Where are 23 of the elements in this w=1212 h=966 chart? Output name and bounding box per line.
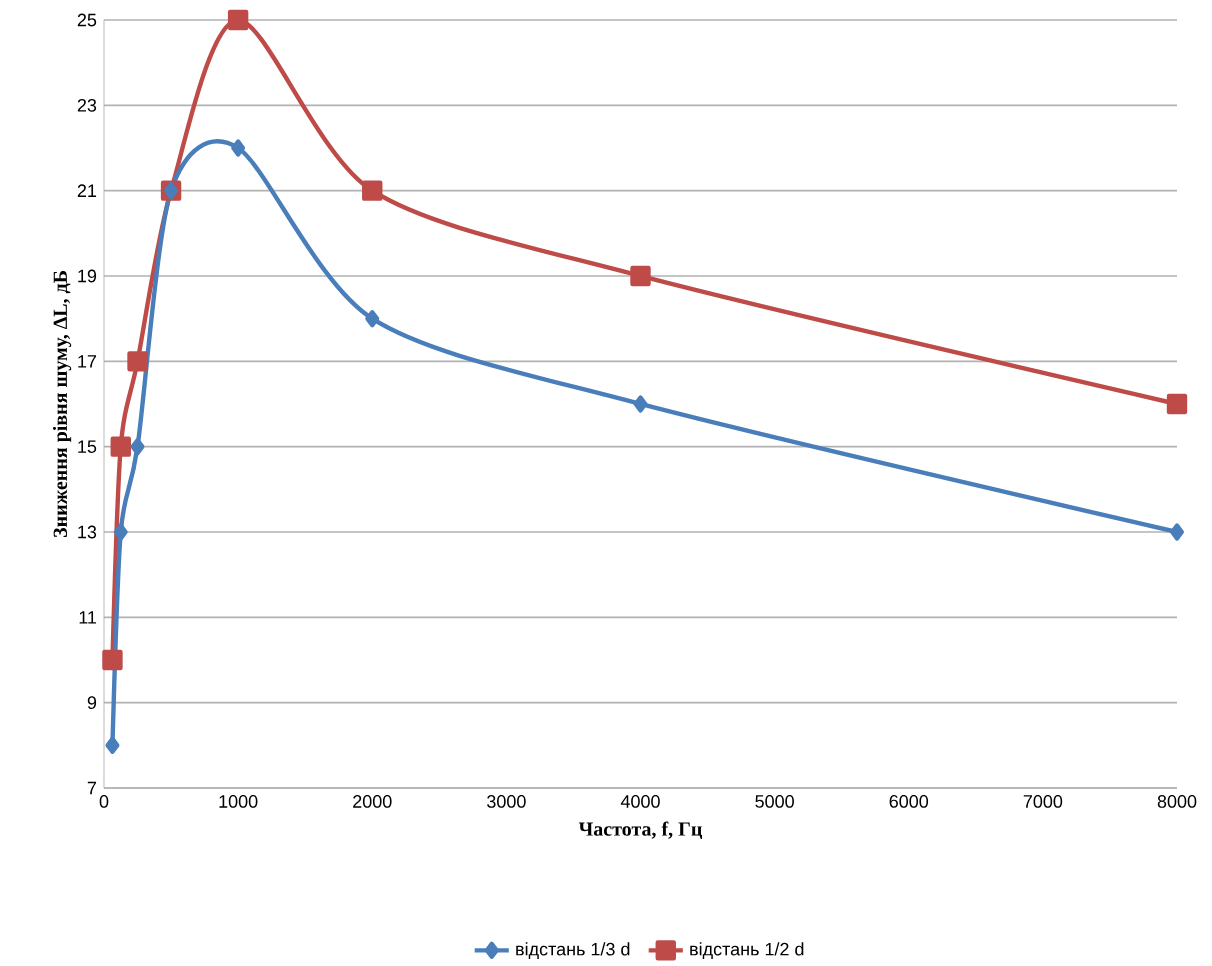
- x-tick-label: 2000: [353, 794, 392, 808]
- y-tick-label: 17: [78, 354, 97, 368]
- y-axis-title: Зниження рівня шуму, ΔL, дБ: [52, 270, 72, 537]
- x-tick-label: 3000: [487, 794, 526, 808]
- x-tick-label: 0: [99, 794, 109, 808]
- y-tick-label: 25: [77, 13, 97, 27]
- y-tick-label: 15: [78, 440, 97, 453]
- y-tick-label: 11: [79, 610, 97, 624]
- y-tick-label: 19: [78, 269, 97, 283]
- y-tick-label: 7: [87, 781, 97, 795]
- x-tick-label: 7000: [1023, 794, 1063, 808]
- legend-label: відстань 1/2 d: [690, 942, 804, 959]
- x-tick-label: 1000: [219, 794, 258, 808]
- x-axis-title: Частота, f, Гц: [578, 821, 703, 839]
- y-tick-label: 9: [87, 696, 97, 709]
- x-tick-label: 4000: [620, 794, 660, 808]
- y-tick-label: 13: [78, 525, 97, 539]
- x-tick-label: 6000: [889, 794, 929, 808]
- x-tick-label: 5000: [755, 794, 794, 808]
- y-tick-label: 23: [77, 98, 97, 112]
- x-tick-label: 8000: [1157, 794, 1197, 808]
- legend-label: відстань 1/3 d: [516, 942, 630, 959]
- y-tick-label: 21: [77, 184, 97, 197]
